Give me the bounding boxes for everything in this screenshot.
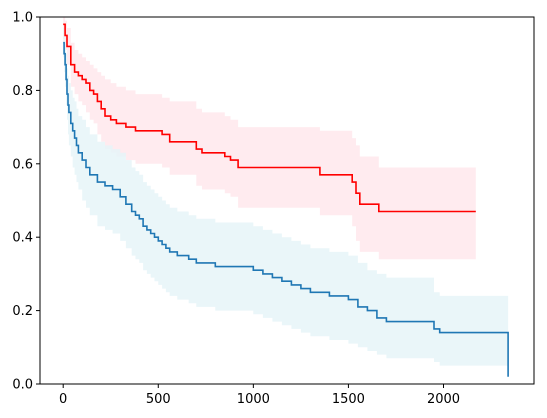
y-tick-label: 0.6 [12,157,33,172]
survival-lines [63,23,509,377]
y-axis: 0.0 0.2 0.4 0.6 0.8 1.0 [12,11,40,393]
x-axis: 0 500 1000 1500 2000 [59,384,460,407]
confidence-band-1 [63,17,476,260]
y-tick-label: 1.0 [12,11,33,26]
x-tick-label: 2000 [427,392,460,407]
confidence-band-2 [63,28,509,377]
confidence-bands [63,17,509,377]
survival-line-1 [63,23,476,213]
x-tick-label: 0 [59,392,67,407]
survival-line-2 [63,41,509,377]
y-tick-label: 0.8 [12,84,33,99]
y-tick-label: 0.0 [12,378,33,393]
y-tick-label: 0.2 [12,304,33,319]
axes-frame [39,16,535,385]
x-tick-label: 1000 [237,392,270,407]
x-tick-label: 1500 [332,392,365,407]
y-tick-label: 0.4 [12,231,33,246]
x-tick-label: 500 [146,392,171,407]
